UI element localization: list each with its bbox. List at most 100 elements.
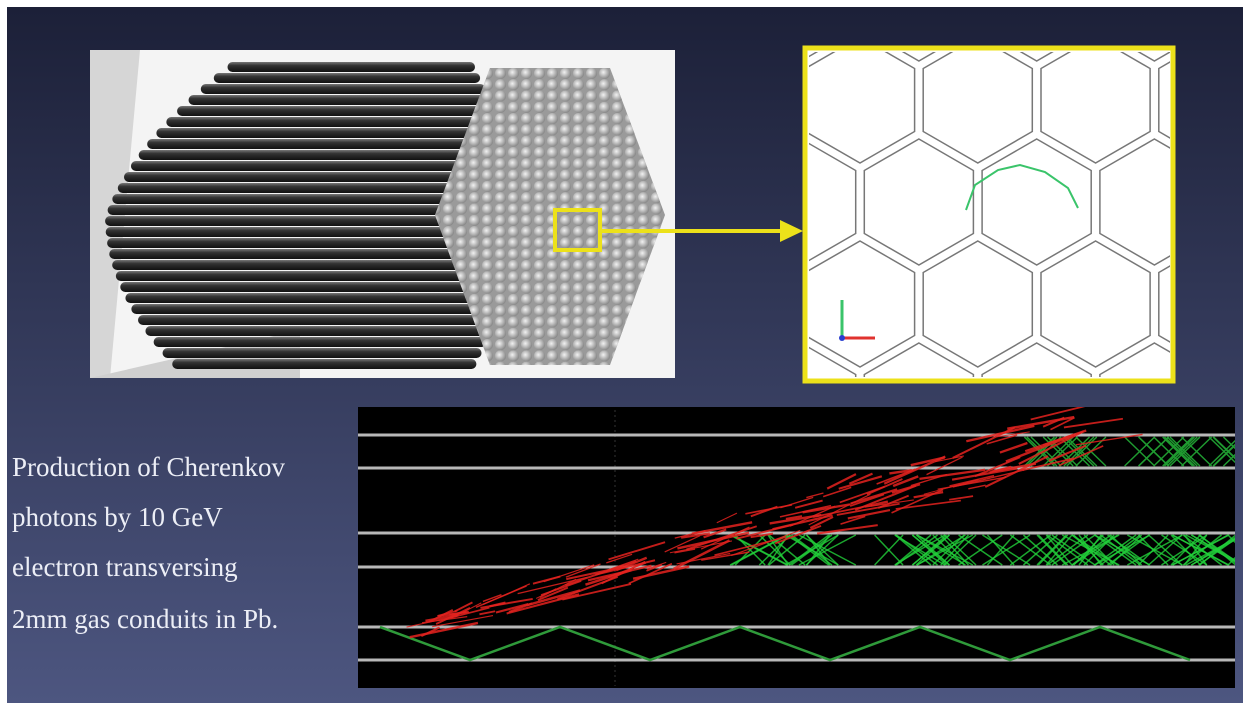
electron-track — [935, 455, 965, 463]
electron-track — [601, 560, 646, 585]
photon-path — [1172, 534, 1230, 566]
hexagon — [809, 52, 916, 164]
tube — [156, 128, 506, 138]
electron-track — [808, 493, 871, 526]
photon-path — [986, 534, 1015, 566]
electron-track — [532, 575, 561, 585]
electron-track — [669, 540, 733, 554]
photon-path — [1124, 436, 1156, 467]
hexagon — [901, 52, 936, 62]
caption-line: Production of Cherenkov — [12, 452, 285, 482]
electron-track — [1075, 433, 1143, 446]
electron-track — [646, 563, 663, 572]
photon-path — [958, 534, 1003, 566]
electron-track — [674, 529, 706, 539]
photon-path — [1161, 534, 1208, 566]
hexagon — [1158, 61, 1170, 139]
caption: Production of Cherenkov photons by 10 Ge… — [12, 452, 285, 634]
electron-track — [674, 548, 696, 554]
tube — [112, 194, 537, 204]
caption-line: photons by 10 GeV — [12, 502, 223, 532]
electron-track — [716, 512, 738, 524]
photon-path — [1162, 436, 1194, 467]
electron-track — [506, 593, 580, 615]
photon-path — [1022, 534, 1058, 566]
electron-track — [806, 492, 824, 499]
electron-track — [876, 468, 916, 485]
tube — [107, 238, 533, 248]
electron-track — [999, 441, 1028, 454]
electron-track — [479, 610, 496, 616]
electron-track — [1042, 416, 1065, 428]
photon-path — [1212, 443, 1235, 467]
photon-path — [1046, 534, 1089, 566]
electron-track — [986, 434, 1018, 445]
tube — [105, 227, 538, 237]
electron-track — [495, 603, 529, 614]
photon-path — [1045, 534, 1073, 566]
electron-track — [587, 564, 652, 582]
photon-path — [785, 534, 839, 566]
electron-track — [951, 467, 1018, 481]
photon-path — [1100, 534, 1141, 566]
tube — [166, 117, 501, 127]
tube — [147, 139, 511, 149]
hexagon — [1137, 52, 1170, 62]
tube — [172, 359, 477, 369]
tube — [112, 260, 523, 270]
electron-track — [850, 488, 898, 505]
electron-track — [923, 479, 979, 495]
photon-path — [768, 534, 806, 566]
hexagon — [981, 138, 1092, 266]
caption-line: 2mm gas conduits in Pb. — [12, 604, 278, 634]
electron-track — [1048, 444, 1087, 462]
photon-path — [1222, 436, 1235, 450]
electron-track — [984, 455, 1049, 488]
electron-track — [794, 499, 823, 509]
photon-path — [731, 534, 789, 566]
electron-track — [849, 493, 885, 507]
tube — [213, 73, 481, 83]
electron-track — [475, 585, 527, 608]
photon-path — [788, 534, 830, 566]
photon-path — [932, 534, 965, 566]
photon-path — [1163, 436, 1195, 467]
photon-path — [874, 534, 904, 566]
hexagon — [809, 142, 857, 262]
electron-track — [421, 616, 468, 624]
hexagon — [1019, 52, 1054, 62]
tube — [130, 161, 522, 171]
electron-track — [1063, 417, 1124, 429]
tube — [125, 293, 508, 303]
photon-path — [1037, 534, 1069, 566]
tube — [117, 183, 532, 193]
hexagon — [1099, 138, 1170, 266]
photon-path — [982, 534, 1031, 566]
simulation-image — [358, 407, 1235, 688]
tube — [162, 348, 482, 358]
photon-path — [943, 534, 977, 566]
electron-track — [673, 539, 731, 570]
photon-path — [1073, 534, 1104, 566]
tube — [153, 337, 487, 347]
photon-path — [1042, 436, 1074, 467]
hexagon — [863, 342, 975, 377]
photon-path — [1208, 439, 1235, 467]
electron-track — [1058, 445, 1104, 467]
hexagon — [1040, 52, 1151, 164]
electron-track — [913, 491, 944, 499]
electron-track — [525, 589, 581, 607]
electron-track — [562, 583, 632, 601]
tube — [115, 271, 518, 281]
zoom-arrow — [600, 220, 803, 242]
tube-bundle-image — [90, 50, 675, 378]
electron-track — [836, 502, 900, 516]
electron-track — [480, 597, 533, 609]
hexagon — [1158, 265, 1170, 343]
photon-path — [1094, 534, 1137, 566]
electron-track — [774, 524, 822, 545]
electron-track — [677, 531, 750, 550]
electron-track — [889, 469, 912, 475]
tube — [131, 304, 503, 314]
